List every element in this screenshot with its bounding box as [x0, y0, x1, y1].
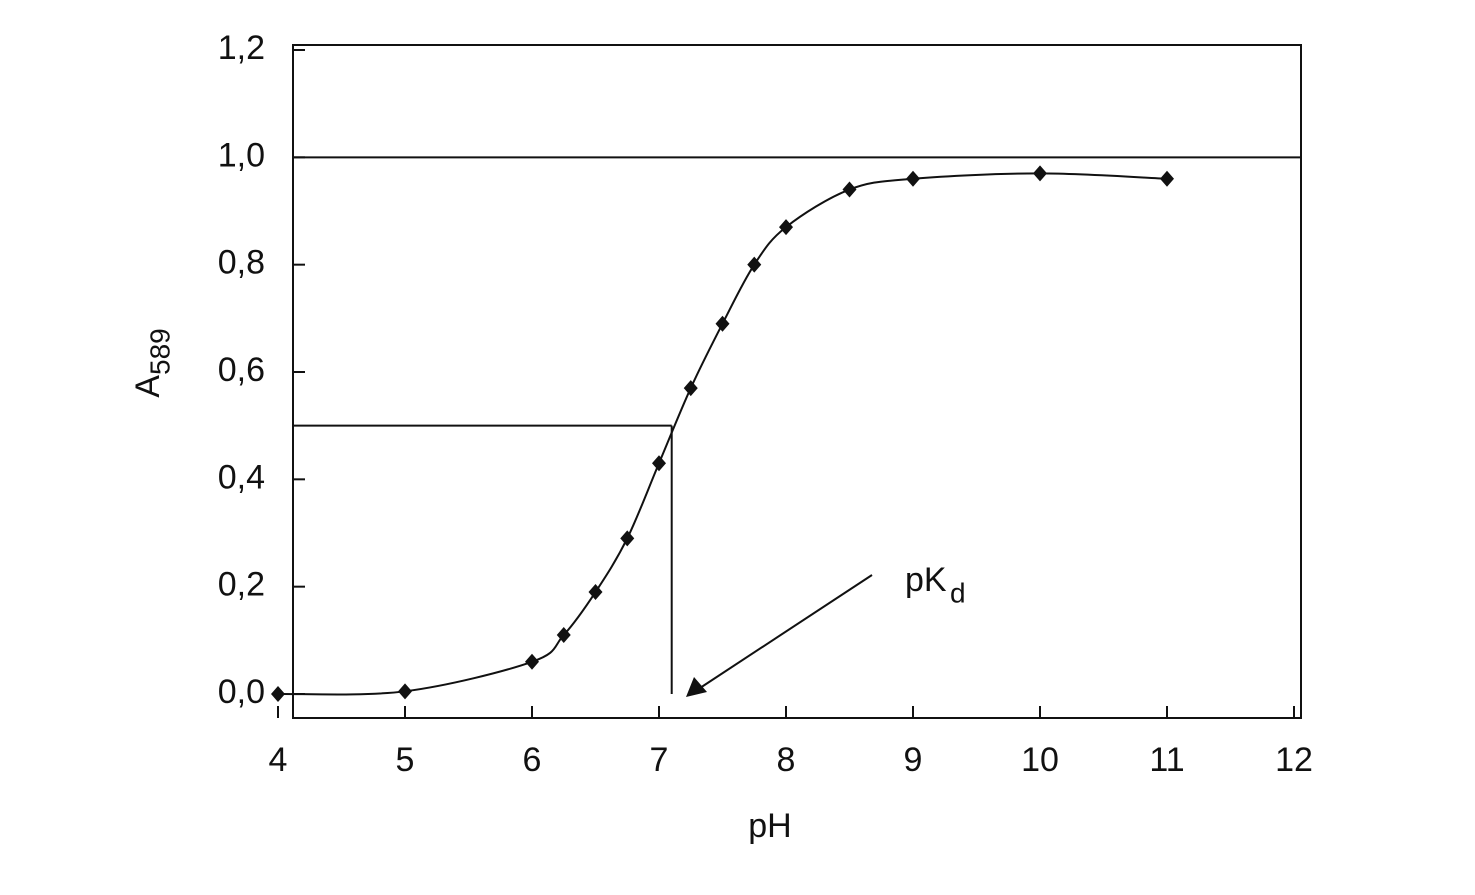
x-tick-label: 7 — [650, 741, 669, 779]
x-tick-label: 4 — [269, 741, 288, 779]
data-point — [715, 315, 730, 332]
data-point — [271, 686, 285, 702]
data-point — [842, 181, 857, 198]
y-tick-label: 0,0 — [218, 673, 265, 711]
y-tick-label: 0,8 — [218, 244, 265, 282]
annotation: pK — [905, 561, 947, 599]
data-point — [683, 380, 698, 397]
y-tick-label: 0,6 — [218, 351, 265, 389]
y-tick-label: 1,0 — [218, 136, 265, 174]
data-point — [779, 219, 793, 236]
data-point — [747, 256, 762, 273]
fit-curve — [277, 172, 1168, 696]
data-point — [525, 653, 539, 670]
data-point — [556, 626, 571, 643]
x-tick-label: 11 — [1149, 741, 1184, 779]
y-label-sub: 589 — [144, 328, 175, 375]
x-tick-label: 9 — [904, 741, 923, 779]
x-tick-label: 12 — [1275, 741, 1313, 779]
data-point — [1160, 170, 1174, 187]
y-tick-label: 0,2 — [218, 566, 265, 604]
x-tick-label: 5 — [396, 741, 415, 779]
data-point — [1033, 165, 1047, 182]
data-point — [398, 683, 412, 700]
annotation-arrowhead — [686, 677, 707, 697]
annotation-arrow — [699, 574, 873, 689]
y-tick-label: 0,4 — [218, 458, 265, 496]
x-tick-label: 10 — [1021, 741, 1059, 779]
data-point — [620, 530, 635, 547]
x-tick-label: 6 — [523, 741, 542, 779]
x-axis-label: pH — [748, 807, 791, 845]
x-tick-label: 8 — [777, 741, 796, 779]
data-point — [588, 584, 603, 601]
plot-frame — [292, 44, 1302, 719]
y-label-main: A — [129, 375, 167, 398]
y-tick-label: 1,2 — [218, 29, 265, 67]
y-axis-label: A 589 — [129, 328, 175, 397]
data-point — [652, 455, 666, 472]
data-point — [906, 170, 920, 187]
annotation-sub: d — [950, 577, 966, 608]
